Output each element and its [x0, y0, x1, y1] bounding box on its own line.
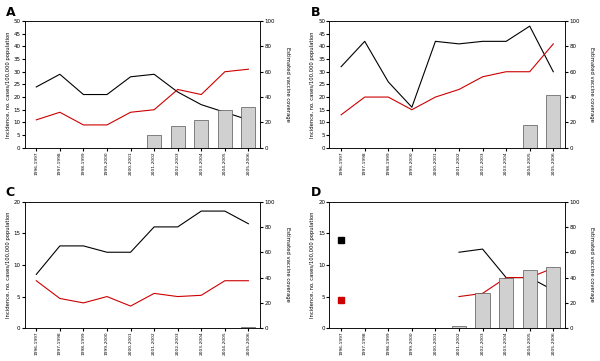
Y-axis label: Incidence, no. cases/100,000 population: Incidence, no. cases/100,000 population	[5, 31, 11, 138]
Bar	[523, 270, 537, 328]
Y-axis label: Estimated vaccine coverage: Estimated vaccine coverage	[284, 227, 290, 303]
Y-axis label: Estimated vaccine coverage: Estimated vaccine coverage	[284, 47, 290, 122]
Bar	[475, 293, 490, 328]
Bar	[499, 278, 513, 328]
Bar	[546, 95, 560, 148]
Bar	[194, 120, 208, 148]
Bar	[218, 110, 232, 148]
Y-axis label: Incidence, no. cases/100,000 population: Incidence, no. cases/100,000 population	[5, 212, 11, 318]
Bar	[546, 268, 560, 328]
Y-axis label: Estimated vaccine coverage: Estimated vaccine coverage	[589, 47, 595, 122]
Text: B: B	[311, 5, 320, 18]
Bar	[452, 326, 466, 328]
Y-axis label: Estimated vaccine coverage: Estimated vaccine coverage	[589, 227, 595, 303]
Text: D: D	[311, 186, 321, 199]
Y-axis label: Incidence, no. cases/100,000 population: Incidence, no. cases/100,000 population	[310, 31, 316, 138]
Bar	[241, 327, 256, 328]
Text: A: A	[5, 5, 15, 18]
Text: C: C	[5, 186, 15, 199]
Bar	[147, 135, 161, 148]
Bar	[170, 126, 185, 148]
Bar	[523, 125, 537, 148]
Bar	[241, 107, 256, 148]
Y-axis label: Incidence, no. cases/100,000 population: Incidence, no. cases/100,000 population	[310, 212, 316, 318]
